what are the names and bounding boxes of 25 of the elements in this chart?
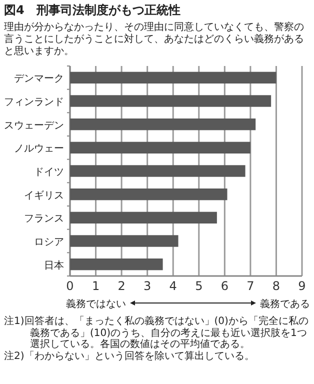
y-tick-label: ノルウェー	[14, 144, 64, 155]
title: 図4 刑事司法制度がもつ正統性	[4, 2, 180, 19]
y-tick-label: フランス	[24, 214, 64, 225]
y-tick-label: ロシア	[34, 237, 64, 248]
y-tick-label: イギリス	[24, 189, 64, 202]
x-tick-label: 0	[66, 279, 74, 293]
x-tick-label: 6	[220, 279, 228, 293]
x-tick-label: 4	[169, 279, 177, 293]
y-tick-label: デンマーク	[14, 74, 64, 85]
x-tick-label: 2	[118, 279, 126, 293]
note: 注2)「わからない」という回答を除いて算出している。	[4, 350, 256, 362]
x-tick-label: 3	[144, 279, 152, 293]
x-tick-label: 7	[246, 279, 254, 293]
subtitle: 理由が分からなかったり、その理由に同意していなくても、警察の言うことにしたがうことに対して、あなたはどのくらい義務があると思いますか。	[4, 22, 305, 58]
y-tick-label: スウェーデン	[4, 120, 64, 132]
y-tick-label: フィンランド	[4, 97, 64, 108]
x-tick-label: 9	[298, 279, 306, 293]
y-tick-label: ドイツ	[34, 167, 64, 178]
x-tick-label: 5	[195, 279, 203, 293]
x-tick-label: 8	[272, 279, 280, 293]
y-tick-label: 日本	[44, 259, 64, 272]
text: 義務ではない	[66, 298, 126, 310]
x-tick-label: 1	[92, 279, 100, 293]
text: 義務である	[260, 298, 310, 310]
note: 注1)回答者は、「まったく私の義務ではない」(0)から「完全に私の義務である」(10)のうち、自分の考えに最も近い選択肢を1つ選択している。各国の数値はその平均値である。	[4, 316, 310, 350]
